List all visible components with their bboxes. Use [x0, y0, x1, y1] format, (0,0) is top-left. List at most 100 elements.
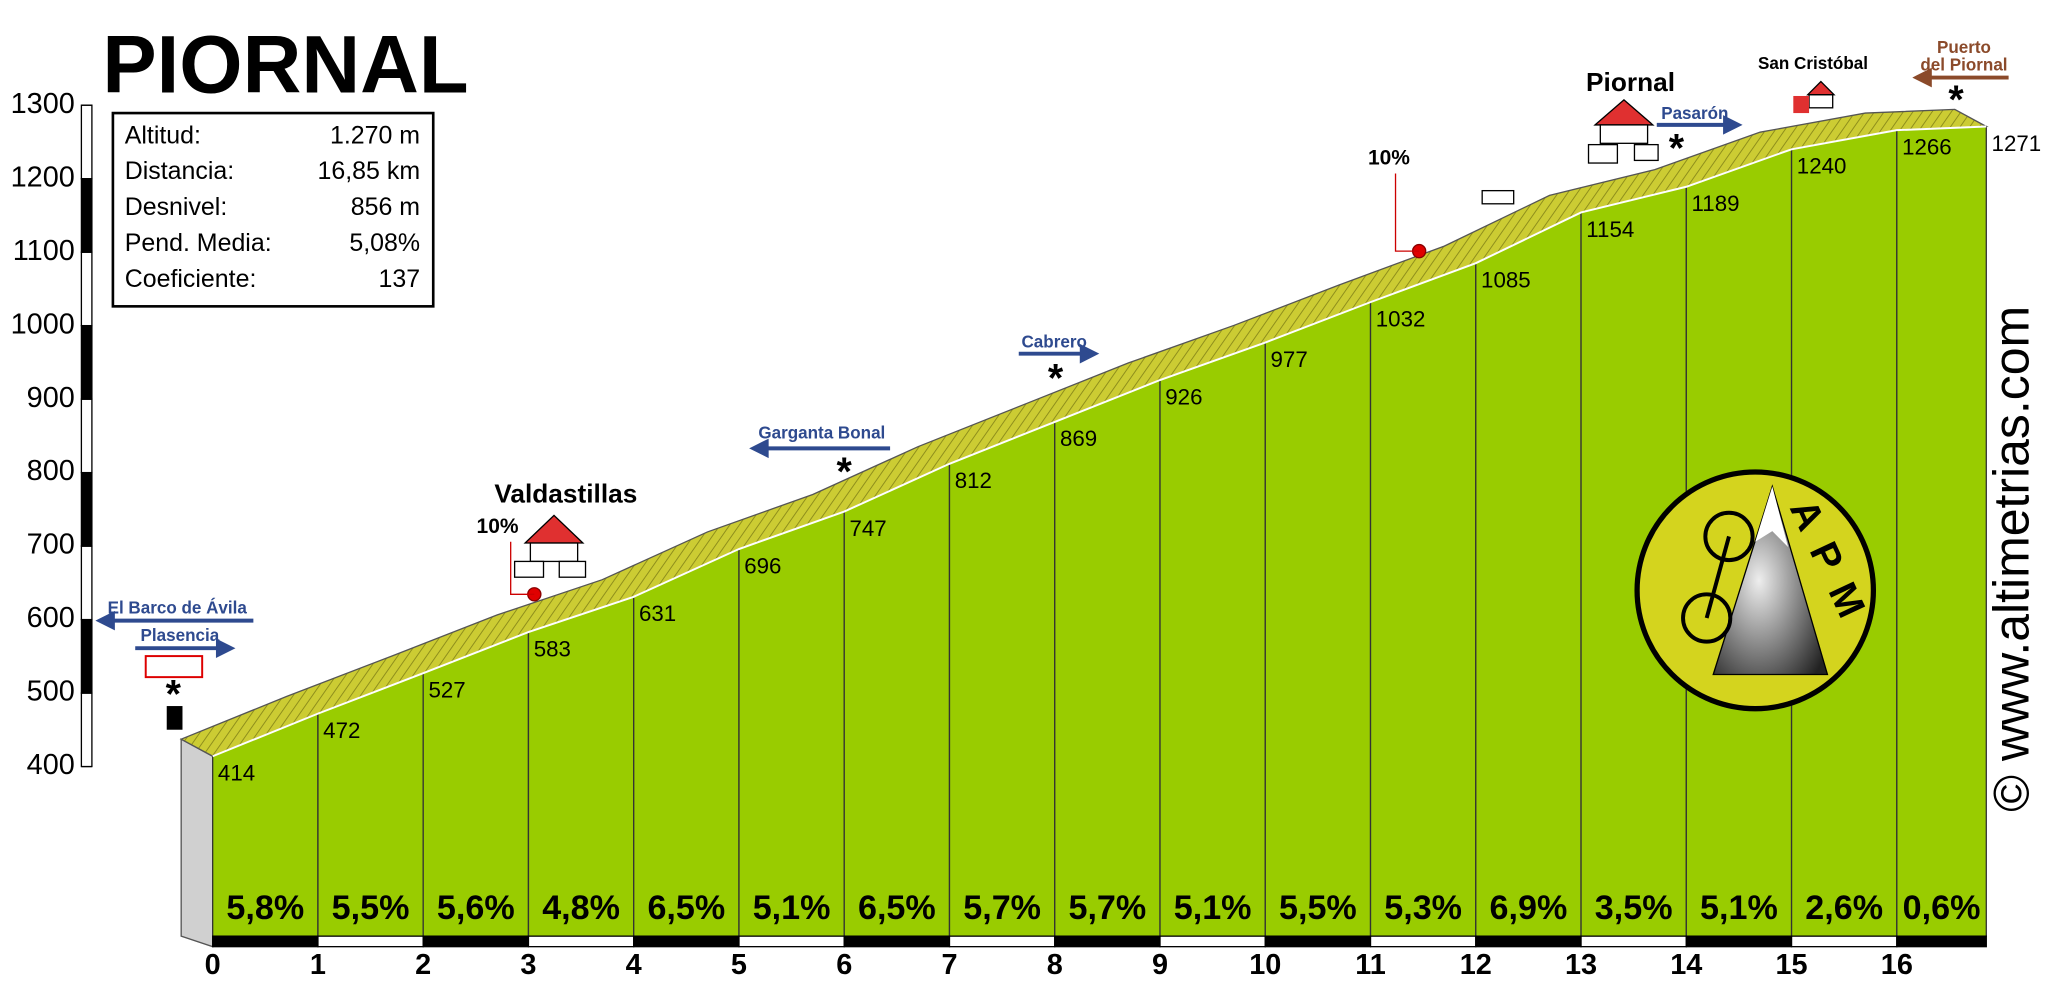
annotation: Plasencia [141, 626, 220, 645]
elevation-label: 1271 [1992, 131, 2042, 156]
x-tick-label: 0 [205, 949, 221, 981]
x-tick-label: 2 [415, 949, 431, 981]
logo: APM [1634, 469, 1881, 712]
y-tick-label: 1200 [11, 161, 75, 193]
stat-label: Pend. Media: [125, 229, 272, 257]
y-tick-label: 900 [27, 382, 75, 414]
elevation-label: 747 [849, 516, 886, 541]
elevation-label: 977 [1271, 347, 1308, 372]
stat-value: 856 m [351, 193, 420, 221]
segment [1054, 379, 1161, 937]
x-tick-label: 6 [836, 949, 852, 981]
x-axis-segment [738, 935, 845, 948]
x-axis-segment [527, 935, 635, 948]
y-axis-segment [80, 545, 93, 621]
elevation-label: 1189 [1692, 191, 1740, 216]
x-axis-segment [948, 935, 1056, 948]
svg-text:*: * [1048, 357, 1064, 401]
x-axis-segment [1264, 935, 1372, 948]
slope-label: 4,8% [542, 889, 620, 927]
y-axis-segment [80, 618, 93, 694]
x-axis-segment [843, 935, 951, 948]
copyright: © www.altimetrias.com [1983, 306, 2039, 812]
y-tick-label: 1300 [11, 88, 75, 120]
x-axis-segment [422, 935, 530, 948]
slope-label: 5,7% [963, 889, 1041, 927]
annotation: del Piornal [1920, 55, 2007, 74]
stat-label: Altitud: [125, 121, 201, 149]
stat-value: 16,85 km [318, 157, 421, 185]
slope-label: 5,7% [1068, 889, 1146, 927]
annotation: 10% [477, 515, 519, 538]
slope-label: 5,8% [226, 889, 304, 927]
slope-label: 6,5% [647, 889, 725, 927]
elevation-label: 696 [744, 553, 781, 578]
x-axis-segment [1580, 935, 1687, 948]
x-tick-label: 14 [1670, 949, 1702, 981]
slope-label: 5,5% [1279, 889, 1357, 927]
stats-box [111, 111, 435, 308]
x-tick-label: 8 [1047, 949, 1063, 981]
annotation: Pasarón [1661, 104, 1728, 123]
annotation: 10% [1368, 147, 1410, 170]
y-tick-label: 1100 [13, 235, 75, 267]
x-tick-label: 16 [1881, 949, 1913, 981]
elevation-label: 812 [955, 468, 992, 493]
annotation: San Cristóbal [1758, 54, 1868, 73]
annotation: Valdastillas [494, 479, 637, 509]
slope-label: 5,5% [332, 889, 410, 927]
elevation-label: 926 [1165, 384, 1202, 409]
elevation-label: 1085 [1481, 267, 1531, 292]
slope-label: 5,1% [1700, 889, 1778, 927]
stat-label: Coeficiente: [125, 265, 257, 293]
y-axis-segment [80, 178, 93, 253]
slope-label: 5,3% [1384, 889, 1462, 927]
y-tick-label: 700 [27, 529, 75, 561]
segment [1896, 125, 1987, 937]
segment [948, 420, 1056, 937]
annotation: Puerto [1937, 38, 1991, 57]
x-axis-segment [1896, 935, 1987, 948]
stat-label: Distancia: [125, 157, 234, 185]
x-axis-segment [1054, 935, 1161, 948]
svg-text:*: * [166, 672, 182, 716]
x-axis-segment [1790, 935, 1898, 948]
profile-side [180, 738, 214, 948]
x-tick-label: 10 [1249, 949, 1281, 981]
y-axis-segment [80, 398, 93, 474]
x-axis-segment [1159, 935, 1266, 948]
segment [1475, 211, 1582, 937]
slope-label: 6,5% [858, 889, 936, 927]
svg-text:*: * [836, 450, 852, 494]
x-tick-label: 7 [941, 949, 957, 981]
svg-text:*: * [1669, 127, 1685, 171]
y-axis-segment [80, 251, 93, 327]
annotation: Cabrero [1022, 333, 1087, 352]
stat-value: 1.270 m [330, 121, 420, 149]
x-tick-label: 3 [520, 949, 536, 981]
elevation-label: 1266 [1902, 134, 1952, 159]
y-tick-label: 500 [27, 676, 75, 708]
x-tick-label: 1 [310, 949, 326, 981]
slope-label: 5,1% [1174, 889, 1252, 927]
segment [1369, 262, 1477, 937]
x-axis-segment [317, 935, 424, 948]
profile-line [212, 125, 1987, 758]
slope-label: 2,6% [1805, 889, 1883, 927]
stat-value: 137 [378, 265, 420, 293]
elevation-label: 1154 [1586, 217, 1634, 242]
elevation-label: 472 [323, 718, 360, 743]
x-axis-segment [1685, 935, 1793, 948]
y-axis-segment [80, 324, 93, 400]
elevation-label: 527 [428, 678, 465, 703]
y-tick-label: 600 [27, 602, 75, 634]
slope-label: 0,6% [1903, 889, 1981, 927]
y-axis-segment [80, 471, 93, 547]
x-axis-segment [212, 935, 319, 948]
x-axis-segment [1369, 935, 1477, 948]
y-axis-segment [80, 692, 93, 768]
x-tick-label: 4 [626, 949, 642, 981]
x-tick-label: 5 [731, 949, 747, 981]
elevation-label: 869 [1060, 426, 1097, 451]
